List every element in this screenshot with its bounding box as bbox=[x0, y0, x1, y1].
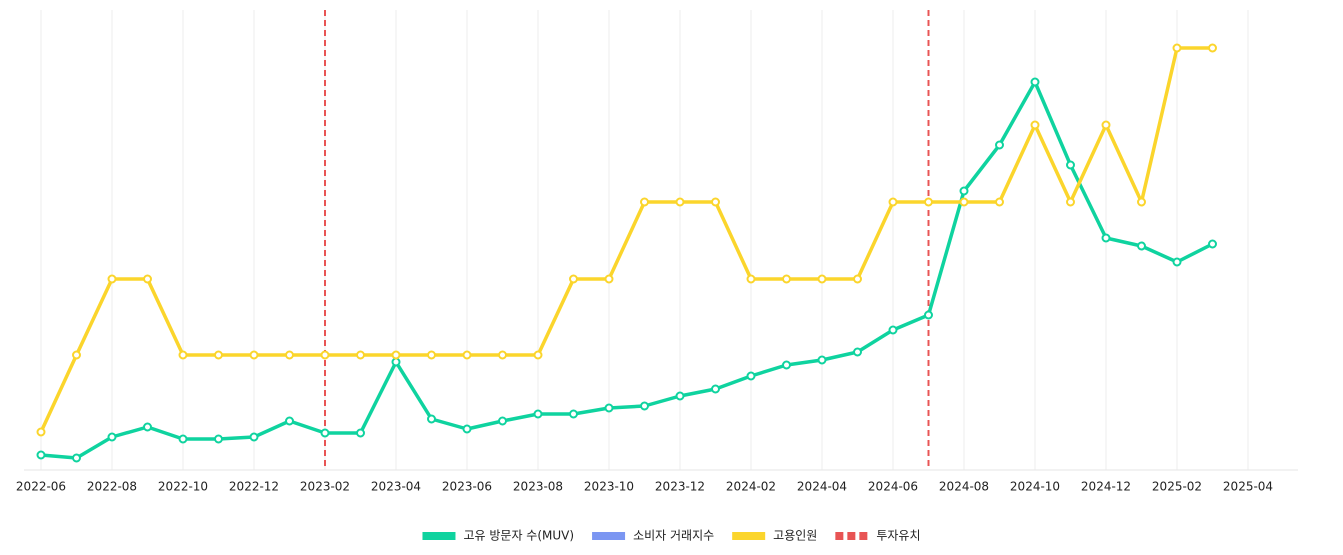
x-tick-label: 2025-02 bbox=[1152, 480, 1202, 494]
x-tick-label: 2024-08 bbox=[939, 480, 989, 494]
legend-label: 투자유치 bbox=[876, 529, 920, 543]
point bbox=[391, 357, 401, 367]
point bbox=[1208, 43, 1217, 53]
x-tick-label: 2022-10 bbox=[158, 480, 208, 494]
x-tick-label: 2023-08 bbox=[513, 480, 563, 494]
point bbox=[533, 350, 543, 360]
point bbox=[1101, 233, 1111, 243]
point bbox=[888, 197, 898, 207]
point bbox=[533, 409, 543, 419]
legend-label: 소비자 거래지수 bbox=[633, 529, 714, 543]
point bbox=[604, 274, 614, 284]
point bbox=[569, 274, 578, 284]
x-tick-label: 2022-08 bbox=[87, 480, 137, 494]
x-tick-label: 2024-10 bbox=[1010, 480, 1060, 494]
point bbox=[924, 197, 933, 207]
point bbox=[604, 403, 614, 413]
point bbox=[498, 416, 507, 426]
point bbox=[959, 197, 969, 207]
point bbox=[817, 274, 827, 284]
point bbox=[959, 186, 969, 196]
point bbox=[36, 427, 46, 437]
point bbox=[143, 274, 152, 284]
point bbox=[391, 350, 401, 360]
legend-label: 고용인원 bbox=[773, 529, 817, 543]
point bbox=[320, 350, 330, 360]
point bbox=[782, 274, 791, 284]
point bbox=[711, 384, 720, 394]
point bbox=[675, 391, 685, 401]
x-tick-label: 2023-10 bbox=[584, 480, 634, 494]
point bbox=[427, 350, 436, 360]
x-tick-label: 2023-12 bbox=[655, 480, 705, 494]
point bbox=[782, 360, 791, 370]
point bbox=[1172, 43, 1182, 53]
legend-label: 고유 방문자 수(MUV) bbox=[463, 529, 574, 543]
point bbox=[995, 140, 1004, 150]
point bbox=[1208, 239, 1217, 249]
point bbox=[1101, 120, 1111, 130]
point bbox=[249, 350, 259, 360]
point bbox=[1137, 241, 1146, 251]
x-tick-label: 2024-04 bbox=[797, 480, 847, 494]
x-tick-label: 2022-12 bbox=[229, 480, 279, 494]
point bbox=[214, 434, 223, 444]
point bbox=[356, 428, 365, 438]
point bbox=[853, 347, 862, 357]
x-tick-label: 2025-04 bbox=[1223, 480, 1273, 494]
point bbox=[320, 428, 330, 438]
x-tick-label: 2022-06 bbox=[16, 480, 66, 494]
point bbox=[746, 371, 756, 381]
point bbox=[36, 450, 46, 460]
point bbox=[995, 197, 1004, 207]
point bbox=[214, 350, 223, 360]
point bbox=[285, 416, 294, 426]
point bbox=[498, 350, 507, 360]
point bbox=[888, 325, 898, 335]
point bbox=[1066, 197, 1075, 207]
point bbox=[356, 350, 365, 360]
x-tick-label: 2023-02 bbox=[300, 480, 350, 494]
point bbox=[427, 414, 436, 424]
point bbox=[853, 274, 862, 284]
series-line bbox=[39, 46, 1213, 433]
point bbox=[675, 197, 685, 207]
point bbox=[107, 274, 117, 284]
point bbox=[462, 424, 472, 434]
point bbox=[746, 274, 756, 284]
point bbox=[285, 350, 294, 360]
point bbox=[462, 350, 472, 360]
x-tick-label: 2024-12 bbox=[1081, 480, 1131, 494]
x-tick-label: 2023-04 bbox=[371, 480, 421, 494]
series-line bbox=[40, 80, 1214, 460]
point bbox=[1030, 120, 1040, 130]
point bbox=[143, 422, 152, 432]
point bbox=[1137, 197, 1146, 207]
point bbox=[1172, 257, 1182, 267]
point bbox=[640, 401, 649, 411]
point bbox=[640, 197, 649, 207]
point bbox=[924, 310, 933, 320]
point bbox=[178, 350, 188, 360]
point bbox=[72, 350, 81, 360]
x-tick-label: 2024-06 bbox=[868, 480, 918, 494]
point bbox=[1066, 160, 1075, 170]
point bbox=[711, 197, 720, 207]
point bbox=[817, 355, 827, 365]
point bbox=[178, 434, 188, 444]
point bbox=[72, 453, 81, 463]
x-tick-label: 2023-06 bbox=[442, 480, 492, 494]
x-tick-label: 2024-02 bbox=[726, 480, 776, 494]
point bbox=[249, 432, 259, 442]
point bbox=[1030, 77, 1040, 87]
point bbox=[569, 409, 578, 419]
point bbox=[107, 432, 117, 442]
